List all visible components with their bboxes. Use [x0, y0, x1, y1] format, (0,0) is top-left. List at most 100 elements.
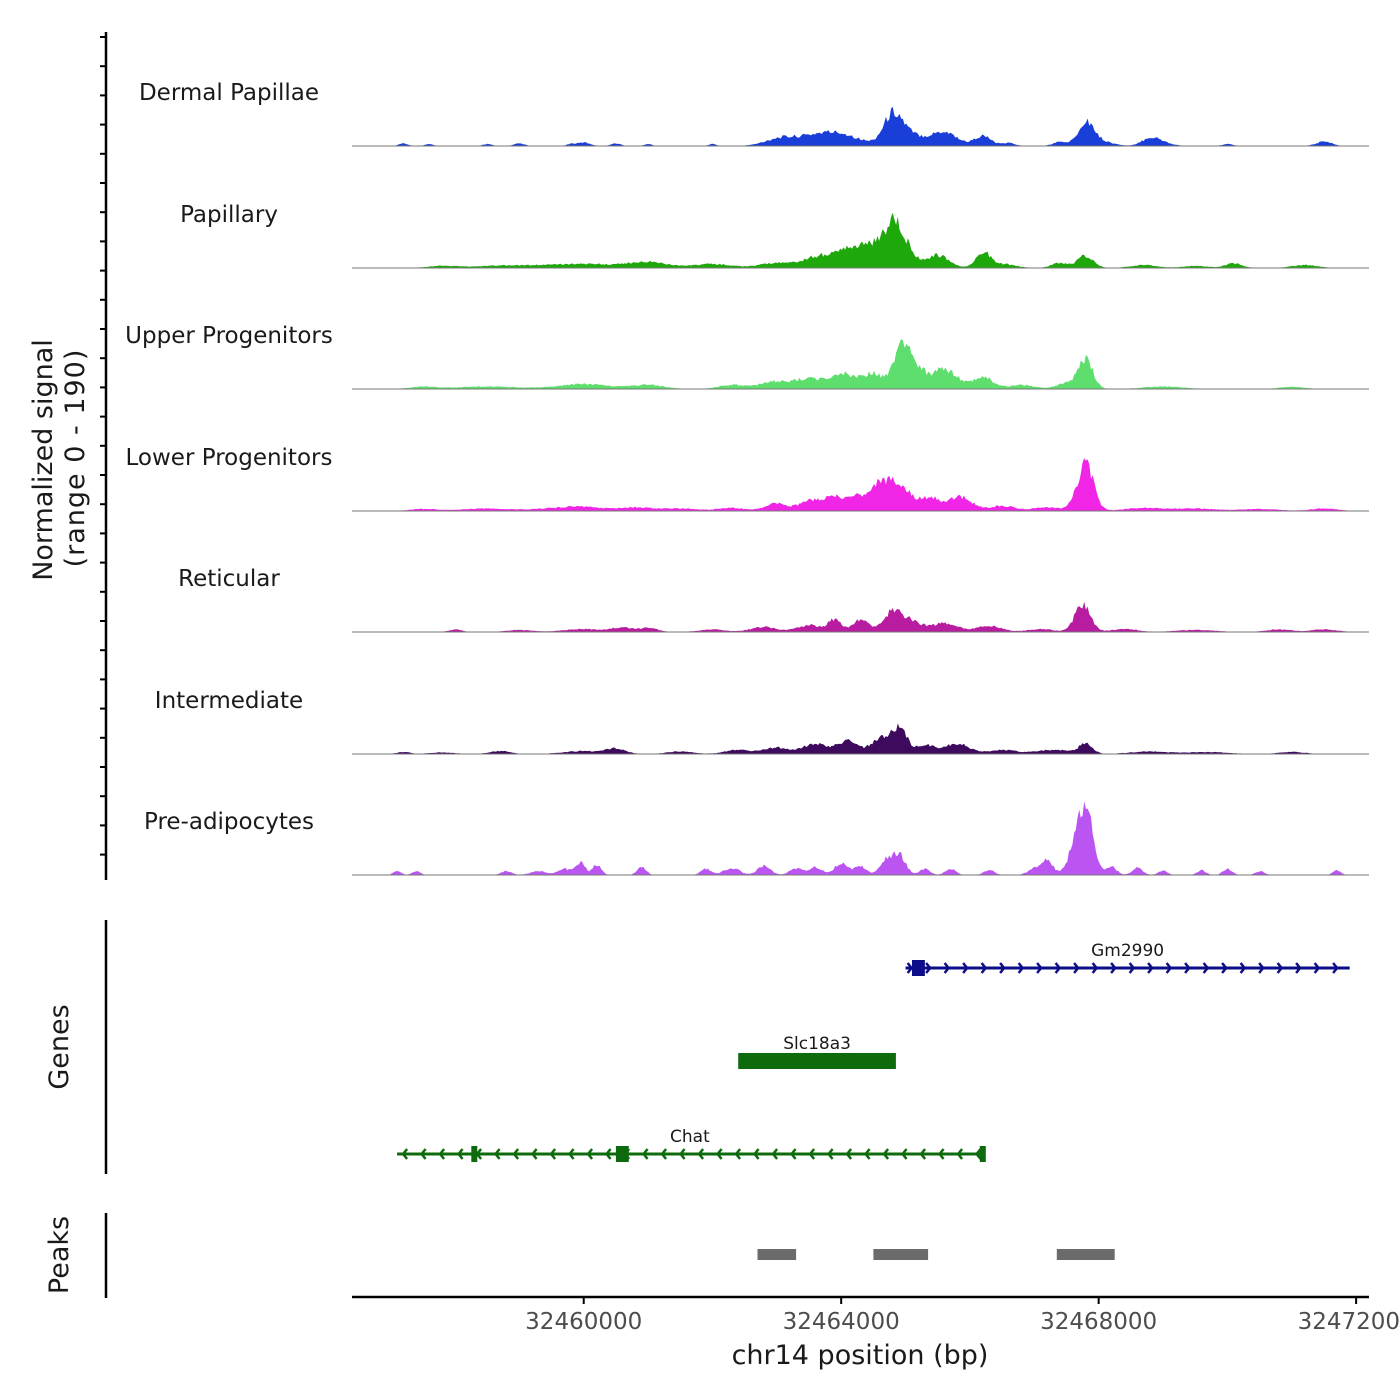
coverage-tracks: Dermal Papillae Papillary Upper Progenitor… [125, 80, 1369, 876]
strand-chevron [1313, 962, 1321, 974]
track-dermal-papillae: Dermal Papillae [139, 80, 1369, 147]
track-signal [352, 601, 1369, 632]
y-axis-range: (range 0 - 190) [60, 349, 91, 568]
strand-chevron [925, 962, 932, 974]
gene-slc18a3: Slc18a3 [738, 1034, 896, 1069]
gene-body [738, 1053, 896, 1069]
track-signal [352, 458, 1369, 511]
strand-chevron [1091, 962, 1099, 974]
strand-chevron [419, 1148, 427, 1160]
gene-label: Slc18a3 [783, 1034, 851, 1054]
x-axis-title: chr14 position (bp) [732, 1340, 989, 1371]
strand-chevron [1147, 962, 1154, 974]
gene-exon [979, 1146, 986, 1162]
strand-chevron [678, 1148, 686, 1160]
strand-chevron [456, 1148, 464, 1160]
peak-region [873, 1249, 929, 1260]
strand-chevron [586, 1148, 594, 1160]
strand-chevron [715, 1148, 723, 1160]
gene-label: Gm2990 [1091, 941, 1164, 961]
track-label: Dermal Papillae [139, 80, 319, 106]
strand-chevron [1276, 962, 1284, 974]
track-pre-adipocytes: Pre-adipocytes [144, 801, 1369, 876]
strand-chevron [697, 1148, 705, 1160]
strand-chevron [1332, 962, 1339, 974]
strand-chevron [1128, 962, 1136, 974]
x-axis-ticks: 32460000 32464000 32468000 32472000 [525, 1297, 1400, 1335]
strand-chevron [956, 1148, 964, 1160]
strand-chevron [943, 962, 951, 974]
strand-chevron [1017, 962, 1025, 974]
strand-chevron [845, 1148, 853, 1160]
track-label: Reticular [178, 566, 280, 592]
gene-annotations: Gm2990 Slc18a3 Chat [397, 941, 1350, 1162]
x-tick-label: 32464000 [783, 1309, 900, 1335]
strand-chevron [734, 1148, 742, 1160]
track-intermediate: Intermediate [155, 688, 1369, 755]
coverage-axis-ticks [100, 36, 106, 856]
strand-chevron [1202, 962, 1210, 974]
strand-chevron [493, 1148, 501, 1160]
strand-chevron [438, 1148, 446, 1160]
strand-chevron [641, 1148, 649, 1160]
strand-chevron [808, 1148, 816, 1160]
x-tick-label: 32460000 [525, 1309, 642, 1335]
gene-exon [471, 1146, 478, 1162]
track-label: Pre-adipocytes [144, 809, 314, 835]
track-signal [352, 106, 1369, 146]
track-label: Lower Progenitors [126, 445, 333, 471]
strand-chevron [1295, 962, 1302, 974]
strand-chevron [1054, 962, 1062, 974]
strand-chevron [1221, 962, 1228, 974]
gene-chat: Chat [397, 1127, 986, 1162]
strand-chevron [980, 962, 988, 974]
track-lower-progenitors: Lower Progenitors [126, 445, 1369, 512]
peaks-panel-label: Peaks [44, 1216, 75, 1294]
strand-chevron [1110, 962, 1117, 974]
strand-chevron [771, 1148, 779, 1160]
strand-chevron [974, 1148, 982, 1160]
y-axis-title: Normalized signal [28, 339, 59, 581]
track-upper-progenitors: Upper Progenitors [125, 323, 1369, 390]
gene-exon [619, 1146, 626, 1162]
track-signal [352, 723, 1369, 754]
x-tick-label: 32468000 [1040, 1309, 1157, 1335]
gene-label: Chat [670, 1127, 710, 1147]
gene-coding-block [911, 960, 925, 976]
x-tick-label: 32472000 [1298, 1309, 1400, 1335]
strand-chevron [999, 962, 1006, 974]
track-papillary: Papillary [180, 202, 1369, 269]
track-label: Papillary [180, 202, 278, 228]
strand-chevron [919, 1148, 927, 1160]
strand-chevron [906, 962, 914, 974]
peak-region [1056, 1249, 1115, 1260]
strand-chevron [826, 1148, 834, 1160]
strand-chevron [1165, 962, 1173, 974]
track-label: Intermediate [155, 688, 303, 714]
track-signal [352, 801, 1369, 875]
strand-chevron [937, 1148, 945, 1160]
genes-panel-label: Genes [44, 1004, 75, 1089]
track-signal [352, 212, 1369, 268]
track-label: Upper Progenitors [125, 323, 333, 349]
peak-region [757, 1249, 797, 1260]
strand-chevron [660, 1148, 668, 1160]
strand-chevron [1258, 962, 1265, 974]
strand-chevron [962, 962, 969, 974]
strand-chevron [530, 1148, 538, 1160]
strand-chevron [1184, 962, 1191, 974]
strand-chevron [512, 1148, 520, 1160]
gene-gm2990: Gm2990 [905, 941, 1350, 976]
strand-chevron [1036, 962, 1043, 974]
track-signal [352, 339, 1369, 389]
track-reticular: Reticular [178, 566, 1369, 633]
strand-chevron [863, 1148, 871, 1160]
strand-chevron [752, 1148, 760, 1160]
strand-chevron [401, 1148, 409, 1160]
strand-chevron [900, 1148, 908, 1160]
strand-chevron [604, 1148, 612, 1160]
strand-chevron [789, 1148, 797, 1160]
strand-chevron [1073, 962, 1080, 974]
strand-chevron [549, 1148, 557, 1160]
peak-regions [757, 1249, 1115, 1260]
